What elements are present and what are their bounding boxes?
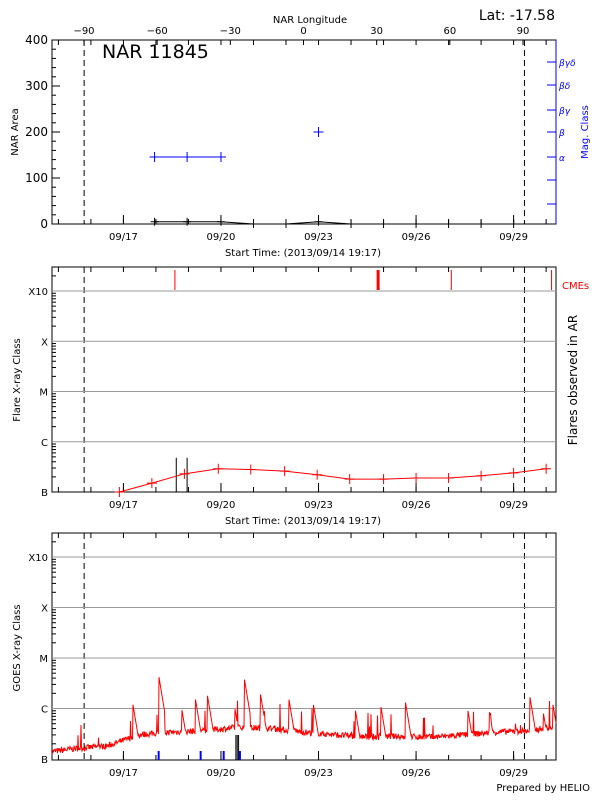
- nar-area-point: [412, 220, 421, 228]
- mag-class-point: [215, 152, 226, 162]
- flare-class-point: [312, 469, 323, 480]
- x-tick-label: 09/17: [109, 500, 138, 511]
- flare-class-ylabel: Flare X-ray Class: [12, 338, 23, 422]
- y-tick-label: C: [41, 705, 48, 716]
- panel-flare-class: 09/17 09/20 09/23 09/26 09/29 B C M X X10: [28, 266, 557, 511]
- nar-title: NAR 11845: [102, 41, 209, 63]
- mag-class-tick-label: βγδ: [558, 59, 576, 69]
- x-tick-label: 09/29: [499, 232, 528, 243]
- flare-class-point: [541, 463, 552, 474]
- plot-frame: [51, 266, 557, 493]
- mag-class-tick-label: α: [559, 154, 565, 164]
- nar-area-line: [154, 221, 514, 225]
- y-tick-label: X: [41, 604, 48, 615]
- mag-class-label: Mag. Class: [580, 105, 591, 159]
- y-tick-label: M: [39, 654, 48, 665]
- longitude-tick-label: 60: [443, 26, 456, 37]
- panel2-xlabel: Start Time: (2013/09/14 19:17): [225, 516, 381, 527]
- longitude-tick-label: 0: [300, 26, 306, 37]
- x-tick-label: 09/20: [207, 500, 236, 511]
- y-tick-label: B: [41, 755, 48, 766]
- panel1-xlabel: Start Time: (2013/09/14 19:17): [225, 248, 381, 259]
- x-tick-label: 09/23: [304, 768, 333, 779]
- flare-class-point: [476, 470, 487, 481]
- flare-class-point: [179, 468, 190, 479]
- x-tick-label: 09/26: [402, 768, 431, 779]
- flare-class-line: [119, 468, 547, 493]
- longitude-tick-label: −90: [73, 26, 94, 37]
- flare-class-point: [344, 474, 355, 485]
- nar-area-point: [150, 217, 159, 226]
- x-tick-label: 09/26: [402, 500, 431, 511]
- x-tick-label: 09/23: [304, 500, 333, 511]
- x-tick-label: 09/29: [499, 500, 528, 511]
- longitude-tick-label: −30: [220, 26, 241, 37]
- goes-class-ylabel: GOES X-ray Class: [12, 604, 23, 691]
- longitude-tick-label: −60: [147, 26, 168, 37]
- x-tick-label: 09/20: [207, 768, 236, 779]
- nar-longitude-label: NAR Longitude: [273, 15, 347, 26]
- flare-class-point: [411, 472, 422, 483]
- nar-area-point: [282, 220, 291, 228]
- mag-class-point: [313, 127, 324, 137]
- flares-observed-label: Flares observed in AR: [566, 315, 580, 445]
- panel-goes-class: 09/17 09/20 09/23 09/26 09/29 B C M X X10: [28, 532, 557, 779]
- mag-class-tick-label: βγ: [558, 107, 571, 117]
- x-tick-label: 09/17: [109, 768, 138, 779]
- nar-area-point: [249, 220, 258, 228]
- flare-class-point: [245, 464, 256, 475]
- mag-class-point: [149, 152, 160, 162]
- x-tick-label: 09/29: [499, 768, 528, 779]
- flare-class-point: [378, 474, 389, 485]
- mag-class-tick-label: β: [558, 129, 565, 139]
- panel-nar-area: 09/17 09/20 09/23 09/26 09/290100200300400−9…: [25, 26, 576, 243]
- flare-class-point: [508, 467, 519, 478]
- nar-area-point: [379, 220, 388, 228]
- nar-area-point: [477, 220, 486, 228]
- goes-flux-line: [51, 677, 557, 755]
- x-tick-label: 09/26: [402, 232, 431, 243]
- longitude-tick-label: 30: [370, 26, 383, 37]
- flare-class-point: [146, 478, 157, 489]
- nar-area-ylabel: NAR Area: [10, 108, 21, 155]
- flare-class-point: [213, 463, 224, 474]
- flare-class-point: [279, 466, 290, 477]
- nar-area-point: [509, 220, 518, 228]
- y-tick-label: B: [41, 488, 48, 499]
- y-tick-label: 0: [40, 217, 48, 231]
- y-tick-label: X10: [28, 287, 48, 298]
- latitude-label: Lat: -17.58: [479, 8, 555, 24]
- x-tick-label: 09/23: [304, 232, 333, 243]
- y-tick-label: X10: [28, 553, 48, 564]
- cmes-label: CMEs: [562, 281, 589, 292]
- x-tick-label: 09/20: [207, 232, 236, 243]
- nar-area-point: [216, 217, 225, 226]
- mag-class-tick-label: βδ: [558, 82, 571, 92]
- plot-frame: [51, 532, 557, 761]
- nar-area-point: [444, 220, 453, 228]
- nar-area-point: [314, 217, 323, 226]
- x-tick-label: 09/17: [109, 232, 138, 243]
- y-tick-label: 100: [25, 171, 48, 185]
- y-tick-label: C: [41, 438, 48, 449]
- nar-area-point: [183, 217, 192, 226]
- y-tick-label: 300: [25, 79, 48, 93]
- flare-class-point: [443, 472, 454, 483]
- y-tick-label: 400: [25, 33, 48, 47]
- mag-class-point: [182, 152, 193, 162]
- nar-area-point: [347, 220, 356, 228]
- credit: Prepared by HELIO: [496, 783, 590, 794]
- y-tick-label: X: [41, 337, 48, 348]
- plot-frame: [51, 39, 557, 225]
- y-tick-label: M: [39, 388, 48, 399]
- flare-class-point: [114, 487, 125, 497]
- y-tick-label: 200: [25, 125, 48, 139]
- longitude-tick-label: 90: [517, 26, 530, 37]
